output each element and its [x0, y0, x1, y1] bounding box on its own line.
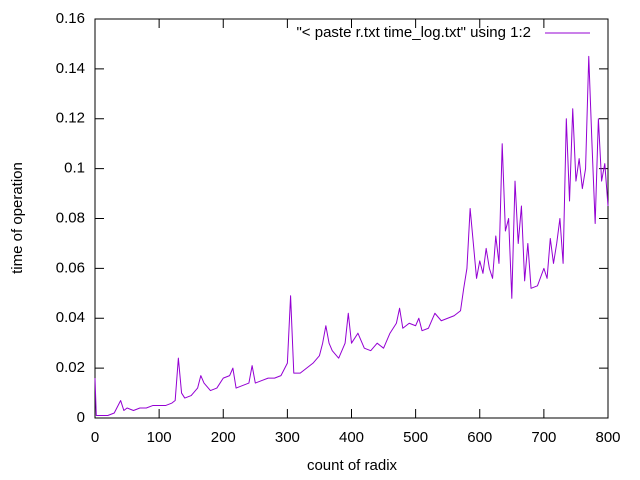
x-tick-label: 200	[211, 429, 236, 446]
y-tick-label: 0.02	[56, 359, 85, 376]
y-tick-label: 0.04	[56, 309, 85, 326]
y-tick-label: 0.1	[64, 160, 85, 177]
y-tick-label: 0.06	[56, 259, 85, 276]
x-tick-label: 400	[339, 429, 364, 446]
y-tick-label: 0.16	[56, 10, 85, 27]
x-tick-label: 700	[531, 429, 556, 446]
y-tick-label: 0	[77, 409, 85, 426]
data-line	[94, 55, 609, 417]
x-axis-label: count of radix	[307, 457, 398, 474]
y-tick-label: 0.08	[56, 209, 85, 226]
y-axis-label: time of operation	[9, 162, 26, 274]
legend-label: "< paste r.txt time_log.txt" using 1:2	[296, 24, 531, 41]
y-tick-label: 0.12	[56, 110, 85, 127]
x-tick-label: 500	[403, 429, 428, 446]
x-tick-label: 800	[595, 429, 620, 446]
x-tick-label: 600	[467, 429, 492, 446]
y-tick-label: 0.14	[56, 60, 85, 77]
x-tick-label: 0	[91, 429, 99, 446]
x-tick-label: 100	[147, 429, 172, 446]
x-tick-label: 300	[275, 429, 300, 446]
plot-border	[94, 18, 609, 419]
